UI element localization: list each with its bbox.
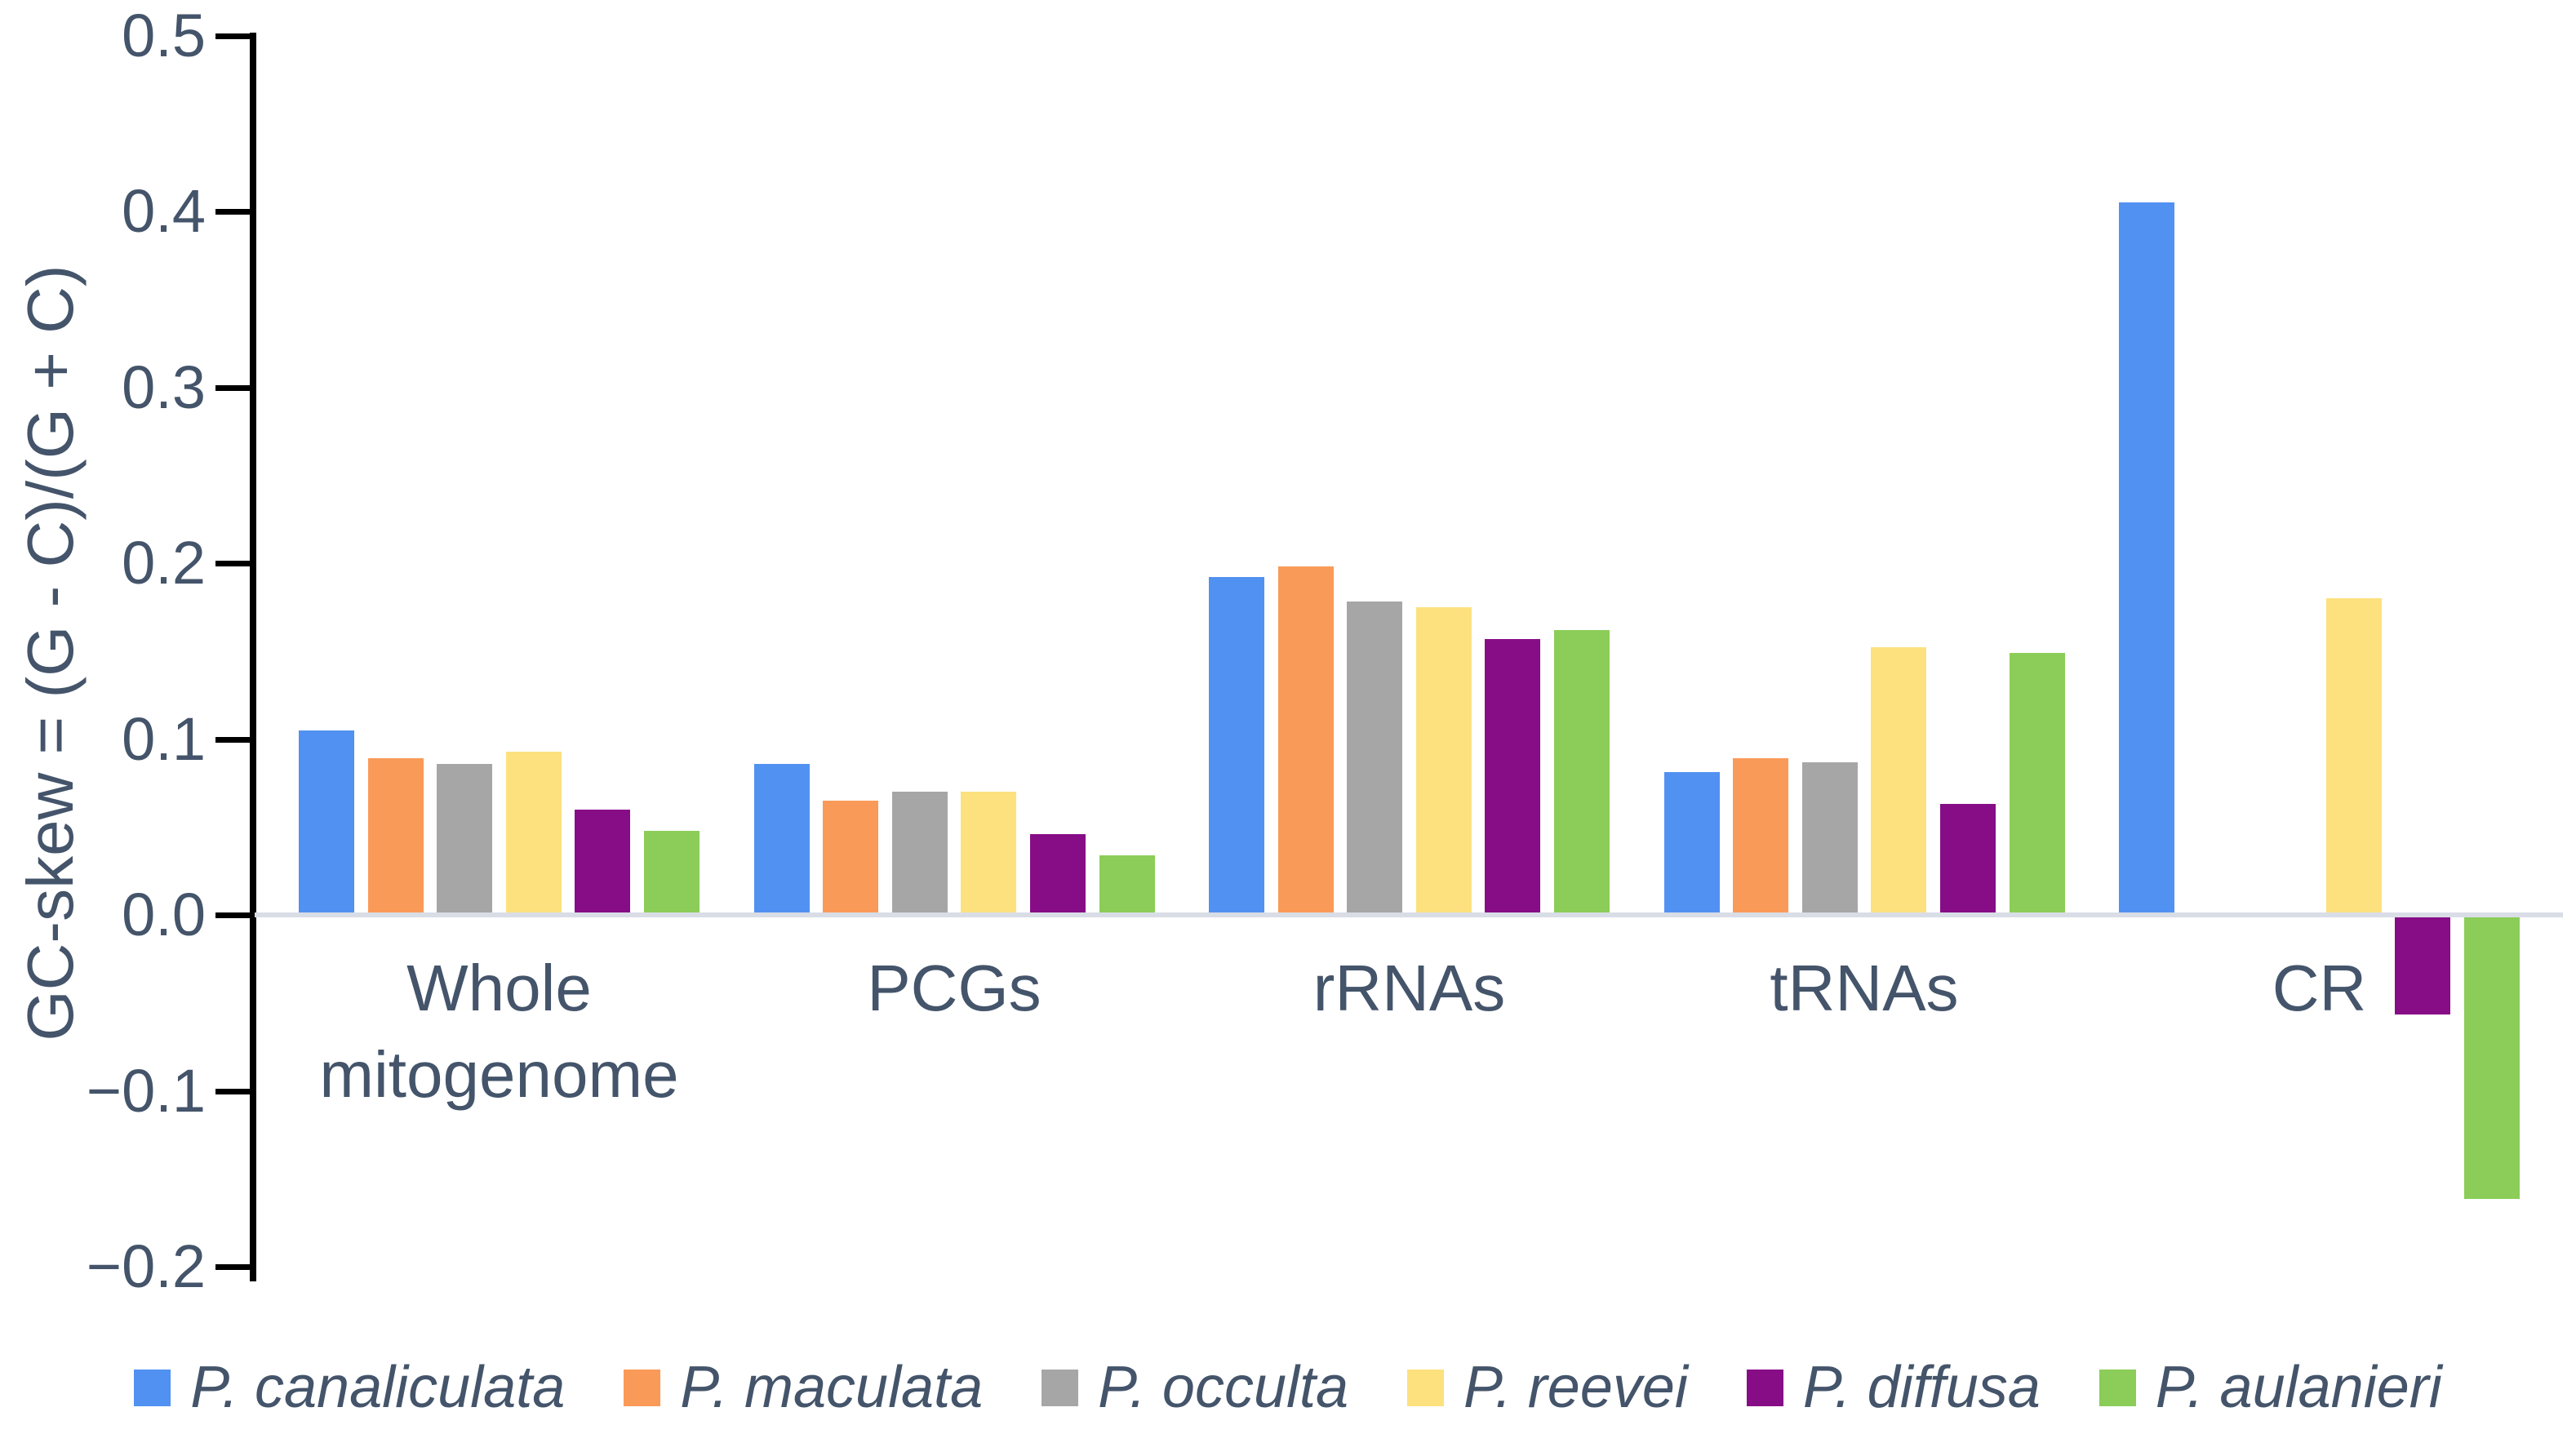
legend-item-p-aulanieri: P. aulanieri (2099, 1354, 2442, 1421)
legend: P. canaliculata P. maculata P. occulta P. r… (0, 1343, 2576, 1432)
legend-swatch-p-canaliculata (134, 1369, 171, 1406)
y-tick-label-0.4: 0.4 (122, 177, 206, 245)
category-label-pcgs: PCGs (867, 952, 1042, 1024)
bar-p-aulanieri-rrnas (1554, 629, 1610, 915)
legend-label-p-aulanieri: P. aulanieri (2155, 1355, 2442, 1420)
y-tick-0.2 (215, 561, 253, 566)
legend-swatch-p-reevei (1407, 1369, 1445, 1406)
legend-swatch-p-diffusa (1746, 1369, 1783, 1406)
bar-p-diffusa-pcgs (1029, 833, 1086, 915)
y-tick-0.5 (215, 33, 253, 39)
y-tick-label-0.5: 0.5 (122, 1, 206, 69)
legend-label-p-occulta: P. occulta (1098, 1355, 1349, 1420)
bar-p-maculata-rrnas (1277, 566, 1334, 915)
bar-p-aulanieri-whole-mitogenome (644, 830, 700, 915)
bar-p-maculata-trnas (1733, 758, 1789, 915)
legend-item-p-occulta: P. occulta (1042, 1354, 1348, 1421)
bar-p-diffusa-whole-mitogenome (575, 809, 631, 915)
x-axis-baseline (255, 912, 2563, 917)
y-tick-label--0.1: −0.1 (86, 1056, 206, 1125)
y-axis-line (250, 33, 256, 1281)
y-tick--0.2 (215, 1264, 253, 1270)
bar-p-diffusa-trnas (1939, 804, 1996, 915)
bar-p-canaliculata-rrnas (1209, 577, 1264, 915)
y-tick--0.1 (215, 1088, 253, 1094)
bar-p-occulta-rrnas (1347, 602, 1403, 915)
bar-p-reevei-pcgs (961, 792, 1017, 915)
legend-swatch-p-aulanieri (2099, 1369, 2136, 1406)
bar-p-maculata-whole-mitogenome (367, 758, 424, 915)
y-tick-label--0.2: −0.2 (86, 1232, 206, 1300)
bar-p-reevei-whole-mitogenome (505, 751, 562, 915)
bar-p-aulanieri-cr (2464, 917, 2520, 1199)
legend-label-p-reevei: P. reevei (1463, 1355, 1688, 1420)
category-label-rrnas: rRNAs (1312, 952, 1506, 1024)
bar-p-canaliculata-whole-mitogenome (299, 730, 354, 915)
category-label-whole-mitogenome: Whole mitogenome (319, 952, 679, 1111)
bar-p-aulanieri-pcgs (1099, 855, 1155, 915)
y-tick-label-0.1: 0.1 (122, 704, 206, 773)
legend-label-p-diffusa: P. diffusa (1802, 1355, 2041, 1420)
bar-p-canaliculata-pcgs (753, 763, 810, 915)
category-label-trnas: tRNAs (1770, 952, 1959, 1024)
bar-p-occulta-trnas (1801, 761, 1858, 915)
legend-item-p-canaliculata: P. canaliculata (134, 1354, 565, 1421)
bar-p-canaliculata-cr (2119, 202, 2174, 915)
legend-item-p-reevei: P. reevei (1407, 1354, 1688, 1421)
legend-swatch-p-occulta (1042, 1369, 1079, 1406)
bar-p-reevei-rrnas (1415, 606, 1472, 915)
y-tick-0.1 (215, 736, 253, 743)
category-label-cr: CR (2272, 952, 2367, 1024)
y-tick-label-0.3: 0.3 (122, 353, 206, 421)
y-tick-label-0: 0.0 (122, 881, 206, 948)
bar-p-diffusa-cr (2395, 917, 2451, 1014)
bar-p-canaliculata-trnas (1663, 772, 1720, 915)
y-tick-label-0.2: 0.2 (122, 529, 206, 597)
bar-p-occulta-pcgs (891, 792, 948, 915)
bar-p-aulanieri-trnas (2009, 652, 2065, 915)
y-tick-0 (215, 912, 253, 918)
legend-item-p-diffusa: P. diffusa (1746, 1354, 2041, 1421)
bar-p-reevei-cr (2325, 598, 2382, 915)
bar-p-diffusa-rrnas (1485, 638, 1541, 915)
legend-label-p-maculata: P. maculata (680, 1355, 984, 1420)
legend-item-p-maculata: P. maculata (624, 1354, 983, 1421)
legend-swatch-p-maculata (624, 1369, 661, 1406)
bar-p-occulta-whole-mitogenome (437, 763, 493, 915)
y-tick-0.4 (215, 209, 253, 215)
bar-p-maculata-pcgs (823, 800, 879, 915)
legend-label-p-canaliculata: P. canaliculata (190, 1355, 566, 1420)
bar-p-reevei-trnas (1871, 647, 1927, 915)
y-tick-0.3 (215, 384, 253, 391)
